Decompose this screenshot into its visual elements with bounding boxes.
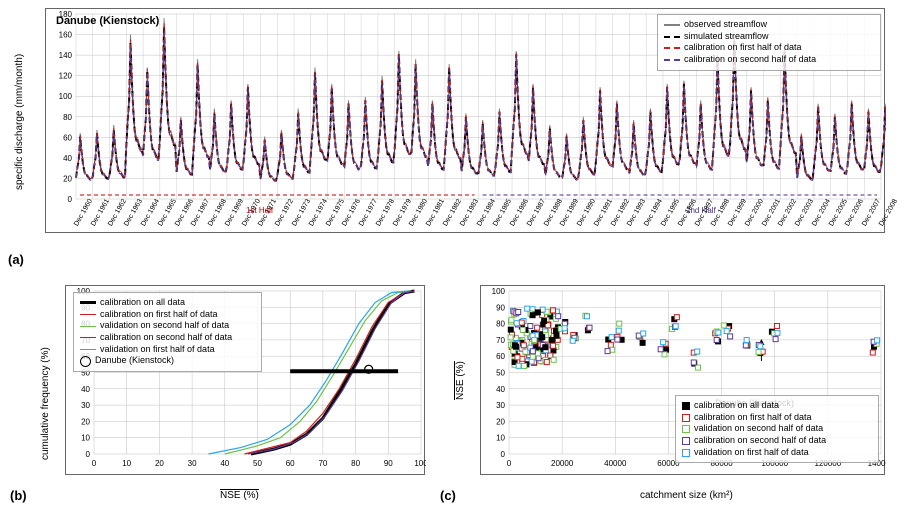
svg-text:60: 60: [63, 133, 72, 142]
legend-swatch: [80, 301, 96, 304]
legend-swatch: [664, 36, 680, 38]
legend-label: Danube (Kienstock): [95, 355, 174, 367]
legend-row: calibration on second half of data: [664, 54, 874, 66]
legend-row: validation on first half of data: [80, 344, 255, 356]
svg-text:60: 60: [286, 459, 295, 468]
svg-text:40000: 40000: [604, 459, 627, 468]
svg-text:40: 40: [63, 154, 72, 163]
legend-row: calibration on first half of data: [664, 42, 874, 54]
svg-text:70: 70: [496, 336, 505, 345]
svg-text:30: 30: [81, 401, 90, 410]
svg-text:120: 120: [59, 72, 73, 81]
panel-a-title: Danube (Kienstock): [56, 15, 159, 27]
svg-text:100: 100: [492, 287, 506, 296]
legend-label: validation on first half of data: [100, 344, 215, 356]
panel-c-xlabel: catchment size (km²): [640, 490, 733, 501]
svg-text:40: 40: [81, 385, 90, 394]
figure-page: { "panelA": { "type":"line", "title":"Da…: [0, 0, 909, 508]
legend-label: calibration on first half of data: [100, 309, 218, 321]
legend-swatch: [80, 314, 96, 315]
svg-text:80: 80: [496, 320, 505, 329]
svg-text:100: 100: [414, 459, 426, 468]
legend-row: calibration on second half of data: [80, 332, 255, 344]
svg-text:30: 30: [496, 401, 505, 410]
legend-row: calibration on all data: [682, 400, 872, 412]
legend-swatch: [80, 326, 96, 327]
legend-row: Danube (Kienstock): [80, 355, 255, 367]
legend-label: calibration on all data: [694, 400, 779, 412]
legend-swatch: [664, 47, 680, 49]
svg-text:0: 0: [92, 459, 97, 468]
panel-c-ylabel-txt: NSE (%): [455, 361, 466, 400]
panel-a-tag: (a): [8, 252, 24, 267]
panel-b-xlabel-txt: NSE (%): [220, 490, 259, 501]
svg-text:140: 140: [59, 51, 73, 60]
legend-row: validation on second half of data: [80, 320, 255, 332]
legend-label: simulated streamflow: [684, 31, 769, 43]
svg-text:0: 0: [68, 195, 73, 204]
legend-marker-circle: [80, 356, 91, 367]
legend-row: calibration on all data: [80, 297, 255, 309]
legend-row: validation on second half of data: [682, 423, 872, 435]
panel-b-tag: (b): [10, 488, 27, 503]
panel-b-legend: calibration on all datacalibration on fi…: [73, 292, 262, 372]
svg-text:10: 10: [122, 459, 131, 468]
panel-b-xlabel: NSE (%): [220, 490, 259, 501]
svg-text:40: 40: [220, 459, 229, 468]
svg-text:30: 30: [188, 459, 197, 468]
svg-text:0: 0: [86, 450, 91, 459]
legend-label: observed streamflow: [684, 19, 767, 31]
legend-label: validation on second half of data: [694, 423, 823, 435]
legend-label: calibration on first half of data: [694, 412, 812, 424]
panel-c-legend: calibration on all datacalibration on fi…: [675, 395, 879, 463]
legend-row: calibration on first half of data: [682, 412, 872, 424]
svg-text:20: 20: [81, 417, 90, 426]
legend-label: calibration on first half of data: [684, 42, 802, 54]
legend-label: calibration on second half of data: [100, 332, 232, 344]
legend-row: validation on first half of data: [682, 447, 872, 459]
svg-text:50: 50: [253, 459, 262, 468]
legend-square: [682, 449, 690, 457]
svg-text:90: 90: [496, 303, 505, 312]
legend-swatch: [80, 349, 96, 350]
legend-row: calibration on first half of data: [80, 309, 255, 321]
svg-text:20: 20: [63, 174, 72, 183]
legend-label: calibration on all data: [100, 297, 185, 309]
svg-text:60: 60: [496, 352, 505, 361]
svg-text:50: 50: [496, 369, 505, 378]
legend-row: observed streamflow: [664, 19, 874, 31]
svg-text:160: 160: [59, 31, 73, 40]
panel-c-tag: (c): [440, 488, 456, 503]
legend-label: validation on second half of data: [100, 320, 229, 332]
svg-text:0: 0: [501, 450, 506, 459]
legend-square: [682, 437, 690, 445]
legend-row: calibration on second half of data: [682, 435, 872, 447]
svg-text:20000: 20000: [551, 459, 574, 468]
svg-text:70: 70: [318, 459, 327, 468]
legend-row: simulated streamflow: [664, 31, 874, 43]
legend-swatch: [664, 24, 680, 26]
svg-text:90: 90: [384, 459, 393, 468]
legend-swatch: [664, 59, 680, 61]
legend-swatch: [80, 337, 96, 338]
svg-text:10: 10: [496, 434, 505, 443]
legend-label: validation on first half of data: [694, 447, 809, 459]
legend-square: [682, 414, 690, 422]
legend-square: [682, 402, 690, 410]
svg-text:0: 0: [507, 459, 512, 468]
panel-a-ylabel: specific discharge (mm/month): [14, 54, 25, 190]
panel-b-ylabel: cumulative frequency (%): [40, 347, 51, 460]
svg-text:20: 20: [155, 459, 164, 468]
svg-text:20: 20: [496, 417, 505, 426]
svg-text:80: 80: [351, 459, 360, 468]
legend-square: [682, 425, 690, 433]
legend-label: calibration on second half of data: [684, 54, 816, 66]
panel-c-ylabel: NSE (%): [455, 361, 466, 400]
svg-text:10: 10: [81, 434, 90, 443]
svg-text:80: 80: [63, 113, 72, 122]
svg-text:100: 100: [59, 92, 73, 101]
panel-a-legend: observed streamflowsimulated streamflowc…: [657, 14, 881, 71]
legend-label: calibration on second half of data: [694, 435, 826, 447]
svg-text:40: 40: [496, 385, 505, 394]
